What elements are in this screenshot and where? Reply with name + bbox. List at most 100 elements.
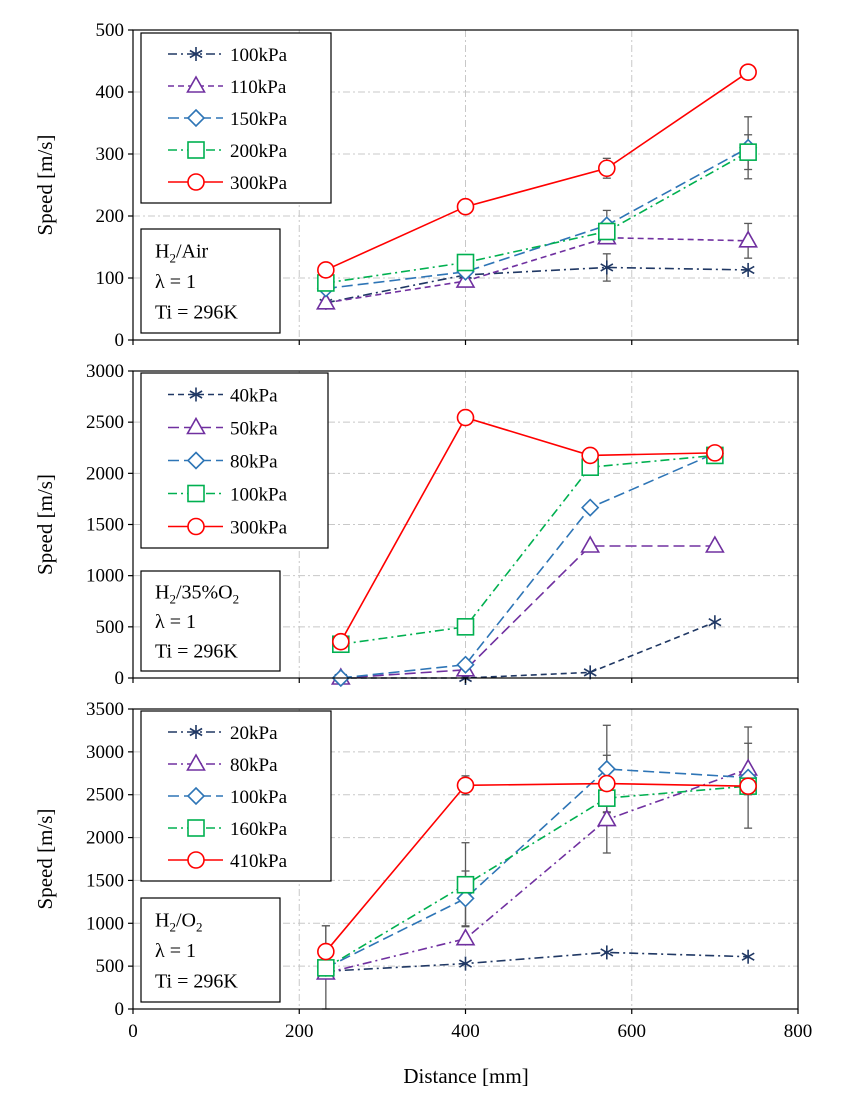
x-tick-label: 0 — [128, 1021, 138, 1042]
legend: 40kPa 50kPa 80kPa 100kPa 300kPa — [140, 372, 329, 549]
legend-entry: 20kPa — [168, 723, 278, 744]
legend-label: 80kPa — [230, 452, 278, 473]
legend: 20kPa 80kPa 100kPa 160kPa 410kPa — [140, 710, 332, 882]
condition-note: H2/35%O2 λ = 1 Ti = 296K — [140, 570, 281, 672]
y-tick-label: 1000 — [86, 566, 124, 587]
y-tick-label: 2500 — [86, 785, 124, 806]
y-tick-label: 100 — [96, 268, 125, 289]
legend-marker — [187, 517, 205, 536]
y-tick-label: 500 — [96, 20, 125, 41]
legend-marker — [186, 75, 206, 93]
legend-entry: 200kPa — [168, 141, 288, 162]
legend-label: 50kPa — [230, 419, 278, 440]
legend-entry: 100kPa — [168, 45, 288, 66]
data-point — [708, 615, 722, 630]
series-line — [325, 782, 749, 953]
data-point — [705, 535, 725, 553]
y-tick-label: 2000 — [86, 828, 124, 849]
data-point — [317, 261, 335, 279]
condition-note: H2/Air λ = 1 Ti = 296K — [140, 228, 281, 334]
series-300kPa — [317, 63, 757, 279]
data-point — [598, 789, 616, 807]
legend-entry: 150kPa — [168, 108, 288, 130]
data-point — [456, 253, 475, 272]
legend-entry: 80kPa — [168, 753, 278, 776]
legend-label: 20kPa — [230, 723, 278, 744]
x-tick-label: 200 — [285, 1021, 314, 1042]
legend-label: 100kPa — [230, 787, 288, 808]
legend-entry: 50kPa — [168, 416, 278, 440]
legend-marker — [189, 387, 203, 402]
legend-label: 150kPa — [230, 109, 288, 130]
legend-marker — [187, 819, 205, 837]
series-line — [325, 236, 749, 304]
data-point — [739, 143, 757, 161]
legend-marker — [186, 786, 206, 806]
y-tick-label: 1000 — [86, 913, 124, 934]
series-410kPa — [317, 774, 757, 961]
data-point — [600, 260, 614, 275]
y-tick-label: 3500 — [86, 699, 124, 720]
data-point — [739, 777, 757, 795]
series-line — [325, 951, 749, 973]
data-point — [317, 959, 335, 977]
data-point — [581, 446, 599, 465]
y-axis-title: Speed [m/s] — [33, 809, 57, 910]
data-point — [317, 942, 335, 961]
panel-3: 0 500 1000 1500 2000 2500 3000 3500 0 200 400 600 80… — [33, 699, 812, 1042]
temperature-label: Ti = 296K — [155, 971, 238, 993]
legend-label: 100kPa — [230, 485, 288, 506]
y-axis-title: Speed [m/s] — [33, 474, 57, 575]
y-tick-label: 500 — [96, 617, 125, 638]
data-point — [598, 222, 616, 241]
temperature-label: Ti = 296K — [155, 640, 238, 662]
legend-label: 160kPa — [230, 819, 288, 840]
data-point — [738, 230, 758, 248]
y-tick-label: 0 — [115, 330, 125, 351]
legend-marker — [186, 451, 206, 470]
legend-label: 410kPa — [230, 851, 288, 872]
data-point — [456, 655, 475, 674]
x-tick-label: 600 — [618, 1021, 647, 1042]
y-tick-label: 0 — [115, 668, 125, 689]
data-point — [580, 535, 601, 553]
legend-marker — [187, 851, 205, 869]
note-box — [140, 570, 281, 672]
data-point — [598, 774, 616, 793]
x-axis-title: Distance [mm] — [403, 1064, 528, 1088]
legend-marker — [187, 141, 205, 159]
y-axis: 0 500 1000 1500 2000 2500 3000 3500 — [86, 699, 133, 1020]
data-point — [739, 63, 757, 81]
series-line — [325, 71, 749, 271]
data-point — [600, 945, 614, 960]
data-point — [456, 875, 475, 894]
legend-entry: 410kPa — [168, 851, 288, 872]
series-line — [340, 454, 715, 646]
legend: 100kPa 110kPa 150kPa 200kPa 300kPa — [140, 32, 332, 204]
data-point — [455, 928, 476, 946]
y-tick-label: 1500 — [86, 870, 124, 891]
series-line — [325, 768, 749, 974]
y-tick-label: 3000 — [86, 361, 124, 382]
y-tick-label: 300 — [96, 144, 125, 165]
x-tick-label: 400 — [451, 1021, 480, 1042]
y-tick-label: 1500 — [86, 515, 124, 536]
legend-marker — [186, 108, 206, 128]
legend-marker — [189, 725, 203, 739]
series-line — [325, 768, 749, 969]
data-point — [596, 808, 617, 827]
legend-label: 40kPa — [230, 386, 278, 407]
legend-label: 300kPa — [230, 173, 288, 194]
legend-label: 300kPa — [230, 518, 288, 539]
mixture-label: H2/O2 — [155, 909, 202, 934]
condition-note: H2/O2 λ = 1 Ti = 296K — [140, 897, 281, 1003]
legend-label: 100kPa — [230, 45, 288, 66]
legend-entry: 110kPa — [168, 75, 287, 98]
data-point — [315, 292, 336, 310]
y-axis: 0 100 200 300 400 500 — [96, 20, 133, 351]
note-box — [140, 897, 281, 1003]
data-point — [741, 949, 755, 964]
temperature-label: Ti = 296K — [155, 302, 238, 324]
